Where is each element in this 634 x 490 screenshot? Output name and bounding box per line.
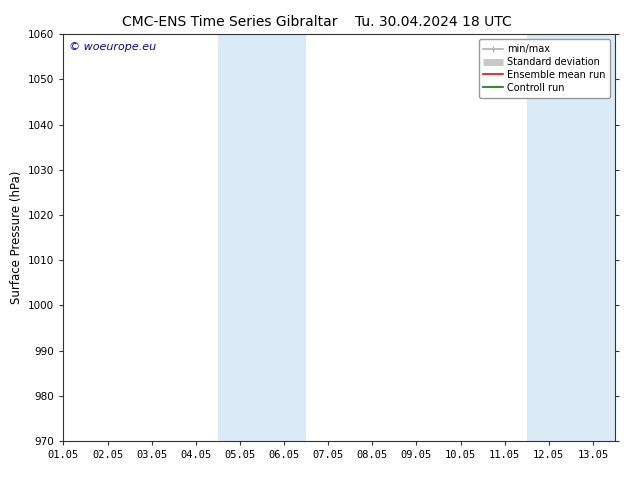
- Legend: min/max, Standard deviation, Ensemble mean run, Controll run: min/max, Standard deviation, Ensemble me…: [479, 39, 610, 98]
- Text: © woeurope.eu: © woeurope.eu: [69, 43, 156, 52]
- Y-axis label: Surface Pressure (hPa): Surface Pressure (hPa): [10, 171, 23, 304]
- Bar: [218, 34, 306, 441]
- Text: CMC-ENS Time Series Gibraltar    Tu. 30.04.2024 18 UTC: CMC-ENS Time Series Gibraltar Tu. 30.04.…: [122, 15, 512, 29]
- Bar: [527, 34, 615, 441]
